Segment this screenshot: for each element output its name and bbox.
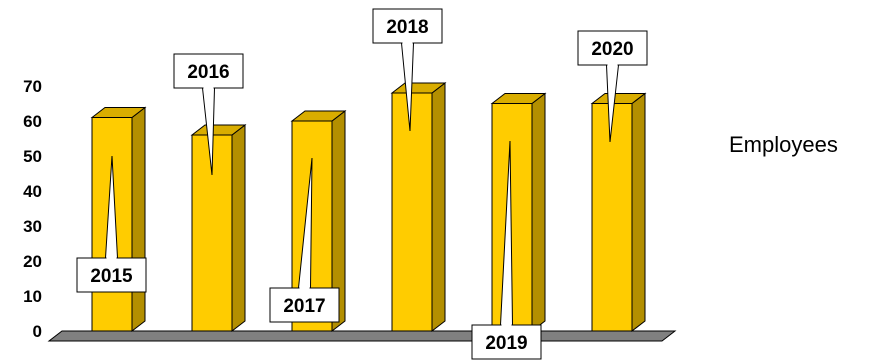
y-tick-label: 70 (23, 77, 42, 96)
y-tick-label: 10 (23, 287, 42, 306)
callout-box (269, 287, 340, 323)
callout-2020: 2020 (577, 30, 648, 143)
callout-box (76, 257, 147, 293)
y-tick-label: 0 (33, 322, 42, 341)
bar-front (491, 103, 533, 332)
callout-2015: 2015 (76, 155, 147, 293)
callout-2018: 2018 (372, 8, 443, 132)
category-label: 2015 (90, 266, 133, 287)
bar-side (431, 81, 446, 333)
bar-2015 (90, 106, 147, 333)
callout-box (577, 30, 648, 66)
chart-floor (47, 330, 677, 342)
y-tick-label: 50 (23, 147, 42, 166)
category-label: 2016 (187, 62, 229, 83)
bar-2018 (390, 81, 447, 333)
callout-box (471, 324, 542, 360)
callout-box (372, 8, 443, 44)
callout-2017: 2017 (269, 157, 340, 323)
category-label: 2020 (591, 39, 633, 60)
bar-front (391, 92, 433, 332)
y-tick-label: 40 (23, 182, 42, 201)
bar-2020 (590, 92, 647, 333)
bar-side (631, 92, 646, 333)
bar-2016 (190, 123, 247, 333)
category-label: 2019 (485, 333, 527, 354)
y-tick-label: 30 (23, 217, 42, 236)
y-tick-label: 60 (23, 112, 42, 131)
legend-label: Employees (729, 132, 838, 157)
bar-front (591, 103, 633, 332)
bar-2019 (490, 92, 547, 333)
bar-side (231, 123, 246, 333)
y-tick-label: 20 (23, 252, 42, 271)
callout-2019: 2019 (471, 140, 542, 360)
category-label: 2017 (283, 296, 325, 317)
callout-box (173, 53, 244, 89)
category-label: 2018 (386, 17, 428, 38)
bar-side (131, 106, 146, 333)
bar-side (531, 92, 546, 333)
callout-2016: 2016 (173, 53, 244, 176)
